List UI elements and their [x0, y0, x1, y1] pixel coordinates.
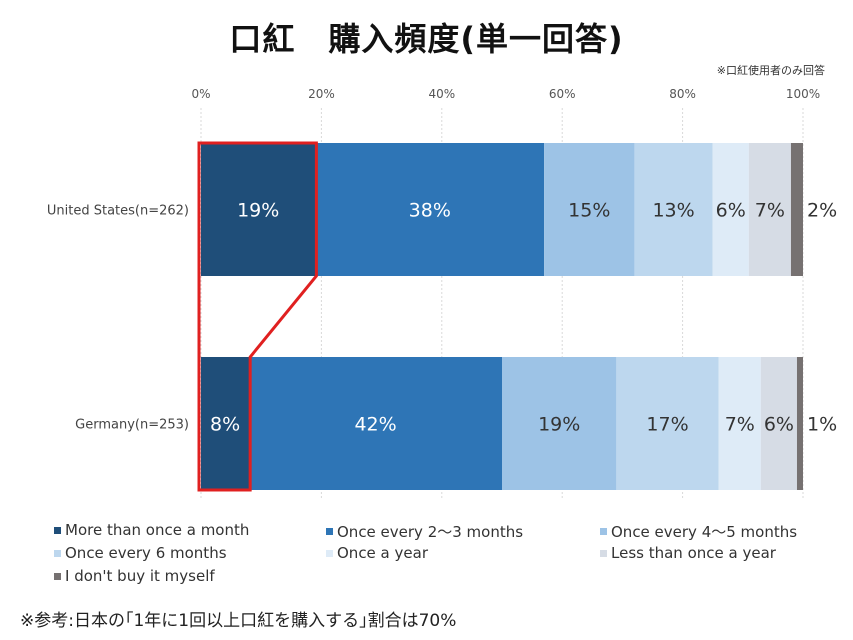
data-label: 42% — [354, 414, 396, 436]
legend-label: Once every 2～3 months — [337, 523, 524, 541]
bar-segment — [748, 143, 791, 276]
bar-segment — [201, 357, 250, 490]
legend-item: Once every 6 months — [54, 544, 227, 562]
legend-label: I don't buy it myself — [65, 567, 215, 585]
bar-segment — [634, 143, 713, 276]
data-label: 8% — [210, 414, 240, 436]
highlight-outline — [197, 141, 318, 492]
bar-segment — [502, 357, 617, 490]
footnote: ※参考:日本の｢1年に1回以上口紅を購入する｣割合は70% — [20, 611, 457, 631]
category-label: United States(n=262) — [47, 204, 189, 219]
bar-segment — [544, 143, 635, 276]
bar-segment — [315, 143, 545, 276]
data-label: 15% — [568, 200, 610, 222]
bar-segment — [616, 357, 719, 490]
bar-segment — [790, 143, 803, 276]
data-label: 1% — [807, 414, 837, 436]
legend-swatch — [54, 549, 61, 557]
x-tick-label: 100% — [786, 87, 820, 101]
x-tick-label: 0% — [191, 87, 210, 101]
x-tick-label: 20% — [308, 87, 335, 101]
bar-segment — [718, 357, 761, 490]
x-tick-label: 40% — [428, 87, 455, 101]
legend-label: More than once a month — [65, 521, 250, 539]
x-tick-label: 60% — [549, 87, 576, 101]
respondent-note: ※口紅使用者のみ回答 — [716, 64, 825, 77]
legend-swatch — [326, 549, 333, 557]
stacked-bar-chart: 0% 20% 40% 60% 80% 100% United States(n=262) 19… — [47, 87, 837, 500]
legend-item: Once a year — [326, 544, 428, 562]
legend-swatch — [600, 528, 607, 535]
legend-label: Less than once a year — [611, 544, 776, 562]
data-label: 19% — [538, 414, 580, 436]
legend-label: Once a year — [337, 544, 428, 562]
chart-title: 口紅 購入頻度(単一回答) — [229, 20, 624, 58]
legend-item: Once every 4～5 months — [600, 521, 797, 542]
legend-label: Once every 4～5 months — [611, 523, 798, 541]
legend-item: Once every 2～3 months — [326, 521, 523, 542]
data-label: 13% — [652, 200, 694, 222]
data-label: 7% — [725, 414, 755, 436]
data-label: 7% — [755, 200, 785, 222]
legend-swatch — [54, 572, 61, 580]
legend-item: Less than once a year — [600, 544, 776, 562]
data-label: 2% — [807, 200, 837, 222]
legend-label: Once every 6 months — [65, 544, 227, 562]
data-label: 38% — [409, 200, 451, 222]
bar-segment — [712, 143, 749, 276]
bar-segment — [796, 357, 803, 490]
x-tick-label: 80% — [669, 87, 696, 101]
bar-segment — [249, 357, 502, 490]
data-label: 17% — [646, 414, 688, 436]
data-label: 6% — [716, 200, 746, 222]
bar-segment — [760, 357, 797, 490]
legend-item: I don't buy it myself — [54, 567, 215, 585]
category-label: Germany(n=253) — [75, 418, 189, 433]
legend-swatch — [326, 528, 333, 535]
legend-item: More than once a month — [54, 521, 249, 539]
bar-segment — [201, 143, 316, 276]
legend-swatch — [54, 526, 61, 534]
legend-swatch — [600, 549, 607, 557]
data-label: 19% — [237, 200, 279, 222]
data-label: 6% — [764, 414, 794, 436]
